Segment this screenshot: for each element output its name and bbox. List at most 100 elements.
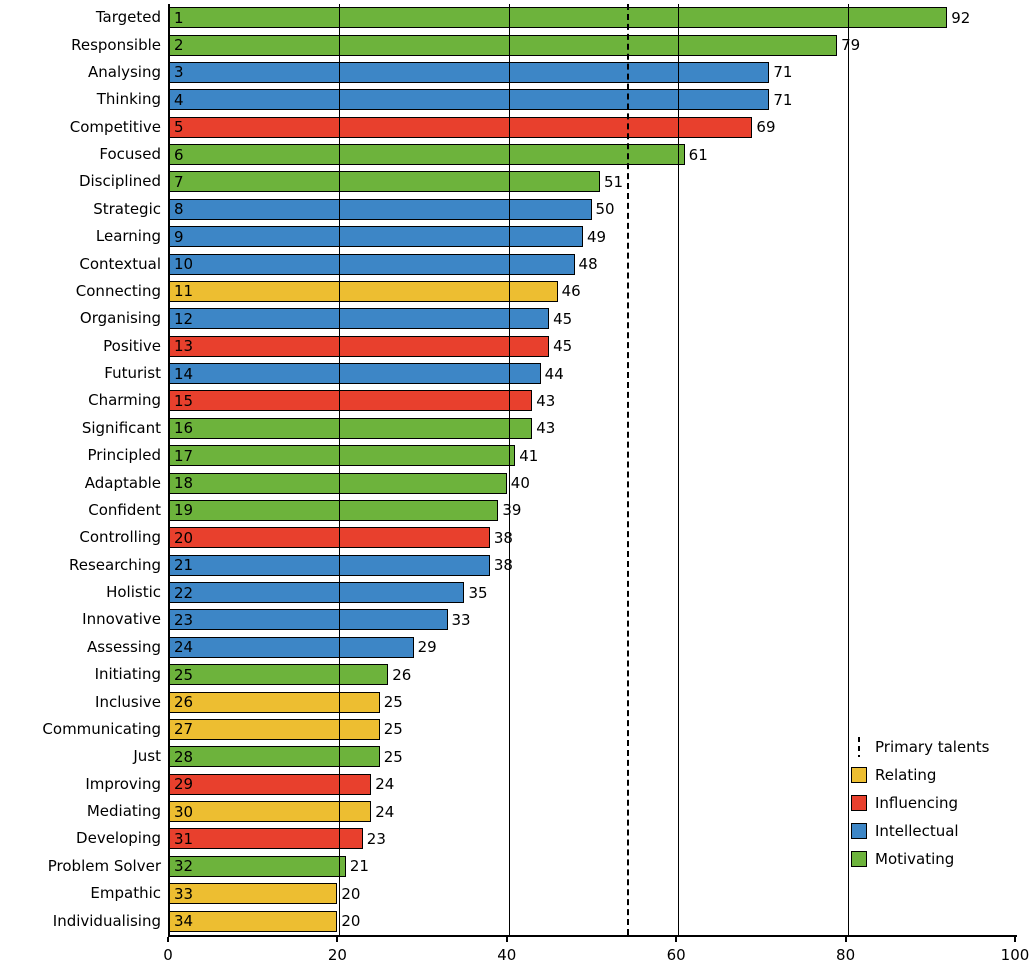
rank-label: 22	[174, 583, 194, 602]
x-tick-mark	[505, 937, 508, 942]
value-label: 20	[341, 884, 361, 903]
value-label: 46	[561, 282, 581, 301]
category-label: Thinking	[96, 90, 161, 109]
value-label: 92	[951, 8, 971, 27]
rank-label: 5	[174, 118, 184, 137]
category-label: Contextual	[79, 254, 161, 273]
value-label: 33	[451, 610, 471, 629]
category-label: Competitive	[69, 117, 161, 136]
bar: 18	[168, 472, 507, 494]
bar-track: 17 41	[168, 445, 1015, 467]
legend: Primary talents Relating Influencing Intell…	[851, 733, 989, 873]
value-label: 51	[603, 172, 624, 191]
rank-label: 12	[174, 309, 194, 328]
value-label: 38	[493, 556, 513, 575]
bar-row: Analysing 3 71	[0, 59, 1015, 86]
bar-track: 13 45	[168, 335, 1015, 357]
bar-row: Responsible 2 79	[0, 31, 1015, 58]
bar: 14	[168, 363, 541, 385]
x-tick-mark	[167, 937, 169, 942]
category-label: Researching	[69, 555, 161, 574]
rank-label: 30	[174, 802, 194, 821]
bar-track: 1 92	[168, 7, 1015, 29]
bar-track: 11 46	[168, 280, 1015, 302]
bar-row: Organising 12 45	[0, 305, 1015, 332]
rank-label: 25	[174, 665, 194, 684]
rank-label: 1	[174, 8, 184, 27]
category-label: Improving	[85, 774, 161, 793]
category-label: Strategic	[93, 199, 161, 218]
bar-track: 4 71	[168, 89, 1015, 111]
bar-track: 16 43	[168, 417, 1015, 439]
category-label: Principled	[87, 446, 161, 465]
bar-row: Contextual 10 48	[0, 250, 1015, 277]
value-label: 25	[383, 720, 403, 739]
bar: 15	[168, 390, 533, 412]
x-tick-label: 40	[497, 946, 517, 964]
bar-track: 21 38	[168, 554, 1015, 576]
bar: 9	[168, 226, 584, 248]
bar: 16	[168, 417, 533, 439]
bar-track: 12 45	[168, 308, 1015, 330]
bar: 17	[168, 445, 516, 467]
rank-label: 29	[174, 775, 194, 794]
bar: 22	[168, 582, 465, 604]
bar-row: Targeted 1 92	[0, 4, 1015, 31]
rank-label: 15	[174, 391, 194, 410]
value-label: 25	[383, 693, 403, 712]
bar: 32	[168, 855, 346, 877]
bar: 5	[168, 116, 753, 138]
legend-swatch-icon	[851, 851, 867, 867]
value-label: 24	[375, 802, 395, 821]
bar-track: 24 29	[168, 636, 1015, 658]
bar-row: Initiating 25 26	[0, 661, 1015, 688]
value-label: 45	[553, 337, 573, 356]
bar-row: Controlling 20 38	[0, 524, 1015, 551]
rank-label: 18	[174, 474, 194, 493]
category-label: Focused	[99, 145, 161, 164]
value-label: 20	[341, 912, 361, 931]
bar: 10	[168, 253, 575, 275]
bar-track: 23 33	[168, 609, 1015, 631]
legend-item: Relating	[851, 761, 989, 789]
bar-row: Researching 21 38	[0, 552, 1015, 579]
value-label: 43	[536, 419, 556, 438]
value-label: 39	[502, 501, 522, 520]
category-label: Responsible	[71, 35, 161, 54]
rank-label: 2	[174, 36, 184, 55]
value-label: 21	[349, 857, 369, 876]
bar-row: Strategic 8 50	[0, 196, 1015, 223]
bar-row: Holistic 22 35	[0, 579, 1015, 606]
x-tick-mark	[675, 937, 678, 942]
legend-label: Influencing	[875, 794, 959, 812]
category-label: Assessing	[87, 637, 161, 656]
value-label: 23	[366, 829, 386, 848]
legend-swatch-icon	[851, 823, 867, 839]
bar: 7	[168, 171, 600, 193]
legend-label: Motivating	[875, 850, 955, 868]
bar-track: 14 44	[168, 363, 1015, 385]
bar: 23	[168, 609, 448, 631]
bar-row: Positive 13 45	[0, 333, 1015, 360]
rank-label: 24	[174, 638, 194, 657]
value-label: 45	[553, 309, 573, 328]
bar-row: Focused 6 61	[0, 141, 1015, 168]
category-label: Just	[133, 747, 161, 766]
bar-track: 3 71	[168, 61, 1015, 83]
x-tick-label: 100	[1000, 946, 1030, 964]
bar-track: 2 79	[168, 34, 1015, 56]
legend-item: Intellectual	[851, 817, 989, 845]
rank-label: 32	[174, 857, 194, 876]
bar-track: 8 50	[168, 198, 1015, 220]
bar: 34	[168, 910, 338, 932]
rank-label: 31	[174, 829, 194, 848]
value-label: 26	[392, 665, 412, 684]
x-tick-label: 0	[163, 946, 173, 964]
rank-label: 28	[174, 747, 194, 766]
legend-swatch-icon	[851, 795, 867, 811]
value-label: 69	[756, 118, 776, 137]
bar-row: Inclusive 26 25	[0, 688, 1015, 715]
bar: 29	[168, 773, 372, 795]
bar-track: 15 43	[168, 390, 1015, 412]
value-label: 40	[510, 474, 530, 493]
